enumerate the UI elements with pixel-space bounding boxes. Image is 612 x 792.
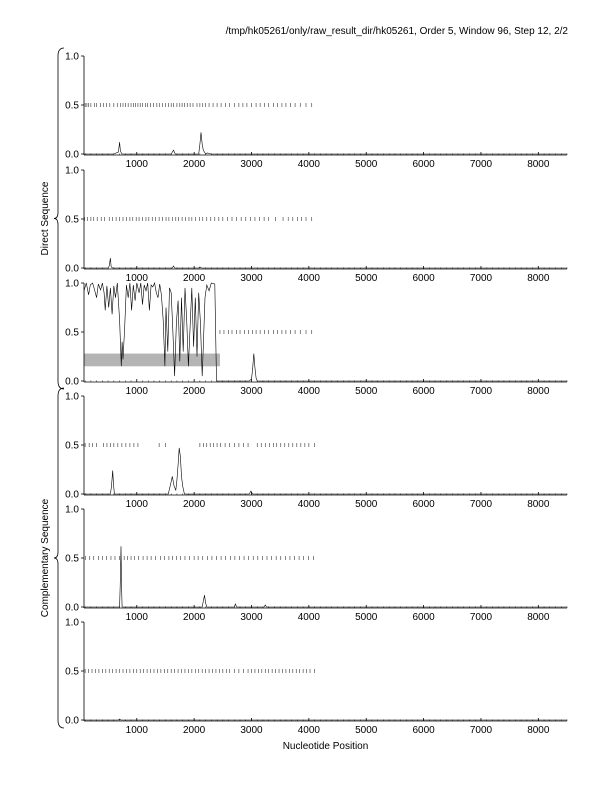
y-tick-label: 1.0	[65, 279, 79, 290]
group-bracket	[53, 387, 65, 729]
y-tick-label: 0.0	[65, 716, 79, 727]
x-tick-label: 5000	[355, 499, 378, 510]
chart-panel-2: 0.0 0.5 1.0 1000 2000 3000 4000 5000 6000 7000 800…	[65, 166, 568, 284]
x-tick-label: 6000	[412, 386, 435, 397]
x-tick-label: 5000	[355, 159, 378, 170]
x-tick-label: 3000	[240, 273, 263, 284]
x-tick-label: 6000	[412, 273, 435, 284]
y-tick-label: 0.5	[65, 101, 79, 112]
series-line	[83, 282, 567, 382]
x-tick-label: 1000	[126, 725, 149, 736]
x-tick-label: 2000	[183, 725, 206, 736]
y-tick-label: 0.0	[65, 490, 79, 501]
chart-panel-6: 0.0 0.5 1.0 1000 2000 3000 4000 5000 6000 7000 800…	[65, 618, 568, 736]
x-tick-label: 6000	[412, 725, 435, 736]
x-tick-label: 2000	[183, 499, 206, 510]
x-tick-label: 2000	[183, 612, 206, 623]
y-tick-label: 0.5	[65, 328, 79, 339]
x-tick-label: 4000	[298, 612, 321, 623]
y-tick-label: 0.5	[65, 667, 79, 678]
y-tick-label: 1.0	[65, 52, 79, 63]
x-tick-label: 3000	[240, 159, 263, 170]
group-label: Complementary Sequence	[40, 498, 51, 617]
chart-panel-4: 0.0 0.5 1.0 1000 2000 3000 4000 5000 6000 7000 800…	[65, 392, 568, 510]
x-tick-label: 8000	[527, 725, 550, 736]
x-tick-label: 4000	[298, 386, 321, 397]
x-tick-label: 6000	[412, 499, 435, 510]
series-line	[84, 546, 567, 608]
x-tick-label: 4000	[298, 159, 321, 170]
x-tick-label: 7000	[470, 612, 493, 623]
x-tick-label: 4000	[298, 273, 321, 284]
x-tick-label: 3000	[240, 612, 263, 623]
x-tick-label: 8000	[527, 612, 550, 623]
x-tick-label: 1000	[126, 386, 149, 397]
x-tick-label: 7000	[470, 725, 493, 736]
x-tick-label: 2000	[183, 159, 206, 170]
y-tick-label: 1.0	[65, 392, 79, 403]
x-tick-label: 1000	[126, 273, 149, 284]
series-line	[84, 258, 567, 269]
x-tick-label: 6000	[412, 612, 435, 623]
y-tick-label: 0.0	[65, 150, 79, 161]
x-tick-label: 7000	[470, 159, 493, 170]
x-tick-label: 1000	[126, 612, 149, 623]
x-tick-label: 5000	[355, 273, 378, 284]
y-tick-label: 0.5	[65, 441, 79, 452]
x-tick-label: 8000	[527, 386, 550, 397]
x-tick-label: 5000	[355, 386, 378, 397]
x-tick-label: 7000	[470, 499, 493, 510]
x-tick-label: 4000	[298, 725, 321, 736]
x-tick-label: 2000	[183, 273, 206, 284]
x-tick-label: 3000	[240, 725, 263, 736]
series-line	[84, 132, 567, 155]
series-line	[84, 718, 567, 721]
x-tick-label: 2000	[183, 386, 206, 397]
group-label: Direct Sequence	[40, 181, 51, 255]
chart-panel-5: 0.0 0.5 1.0 1000 2000 3000 4000 5000 6000 7000 800…	[65, 505, 568, 623]
y-tick-label: 0.5	[65, 554, 79, 565]
x-tick-label: 1000	[126, 159, 149, 170]
x-tick-label: 7000	[470, 386, 493, 397]
x-tick-label: 5000	[355, 725, 378, 736]
x-tick-label: 3000	[240, 386, 263, 397]
chart-header-title: /tmp/hk05261/only/raw_result_dir/hk05261…	[225, 26, 568, 37]
y-tick-label: 1.0	[65, 166, 79, 177]
x-tick-label: 1000	[126, 499, 149, 510]
series-line	[84, 447, 567, 495]
y-tick-label: 1.0	[65, 618, 79, 629]
x-tick-label: 3000	[240, 499, 263, 510]
x-axis-title: Nucleotide Position	[283, 741, 369, 752]
x-tick-label: 7000	[470, 273, 493, 284]
group-bracket	[53, 47, 65, 390]
x-tick-label: 8000	[527, 499, 550, 510]
x-tick-label: 6000	[412, 159, 435, 170]
chart-panel-3: 0.0 0.5 1.0 1000 2000 3000 4000 5000 6000 7000 800…	[65, 279, 568, 397]
x-tick-label: 8000	[527, 273, 550, 284]
highlight-band	[84, 353, 220, 367]
y-tick-label: 1.0	[65, 505, 79, 516]
chart-panel-1: 0.0 0.5 1.0 1000 2000 3000 4000 5000 6000 7000 800…	[65, 52, 568, 170]
y-tick-label: 0.0	[65, 377, 79, 388]
x-tick-label: 4000	[298, 499, 321, 510]
y-tick-label: 0.0	[65, 264, 79, 275]
y-tick-label: 0.5	[65, 215, 79, 226]
y-tick-label: 0.0	[65, 603, 79, 614]
x-tick-label: 8000	[527, 159, 550, 170]
x-tick-label: 5000	[355, 612, 378, 623]
